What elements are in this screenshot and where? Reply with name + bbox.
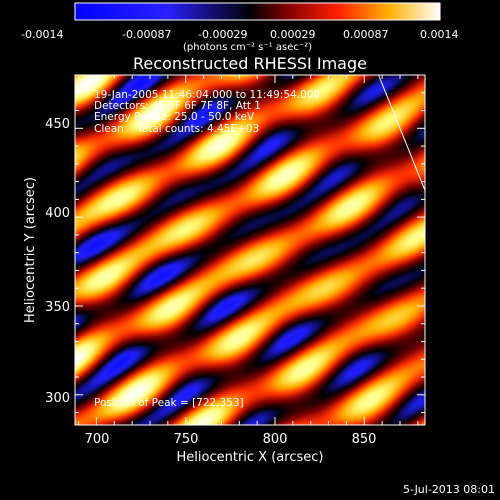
heatmap-image	[75, 75, 425, 425]
y-tick-350: 350	[45, 300, 70, 315]
colorbar-tick-2: -0.00029	[198, 28, 247, 41]
colorbar-tick-3: 0.00029	[270, 28, 316, 41]
y-tick-450: 450	[45, 117, 70, 132]
x-axis-label: Heliocentric X (arcsec)	[177, 450, 324, 465]
colorbar-tick-1: -0.00087	[122, 28, 171, 41]
plot-frame	[74, 74, 426, 426]
info-line-clean: Clean Total counts: 4.45E+03	[94, 123, 259, 135]
chart-title: Reconstructed RHESSI Image	[133, 54, 367, 73]
footer-date: 5-Jul-2013 08:01	[403, 483, 495, 496]
info-line-energy: Energy Range: 25.0 - 50.0 keV	[94, 111, 255, 123]
colorbar-unit-label: (photons cm⁻² s⁻¹ asec⁻²)	[183, 42, 312, 53]
y-axis-label: Heliocentric Y (arcsec)	[23, 177, 38, 323]
peak-position-label: Position of Peak = [722,353]	[94, 397, 244, 409]
info-line-detectors: Detectors: 4F 5F 6F 7F 8F, Att 1	[94, 100, 261, 112]
colorbar-tick-5: 0.0014	[420, 28, 459, 41]
colorbar-tick-4: 0.00087	[343, 28, 389, 41]
colorbar-gradient	[74, 2, 441, 21]
x-tick-850: 850	[352, 432, 377, 447]
x-tick-700: 700	[85, 432, 110, 447]
info-line-time: 19-Jan-2005 11:46:04.000 to 11:49:54.000	[94, 89, 320, 101]
y-tick-400: 400	[45, 206, 70, 221]
x-tick-800: 800	[263, 432, 288, 447]
axis-ticks	[75, 74, 425, 425]
x-tick-750: 750	[174, 432, 199, 447]
colorbar: -0.0014 -0.00087 -0.00029 0.00029 0.0008…	[21, 2, 459, 53]
y-tick-300: 300	[45, 391, 70, 406]
limb-line	[378, 75, 425, 191]
colorbar-tick-0: -0.0014	[21, 28, 63, 41]
